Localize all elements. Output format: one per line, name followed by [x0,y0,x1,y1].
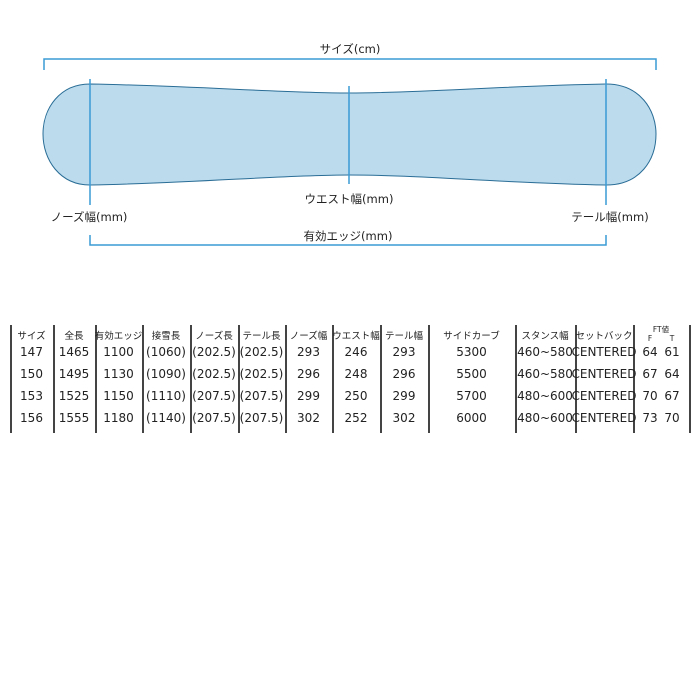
table-cell: (202.5) [192,345,236,359]
size-label: サイズ(cm) [319,42,381,56]
table-cell: (202.5) [192,367,236,381]
column-header: 全長 [64,331,84,342]
column-divider [95,325,97,433]
table-cell: CENTERED [571,389,637,403]
column-header: ウエスト幅 [332,331,380,342]
table-cell: 1495 [58,367,90,381]
table-cell: 5500 [456,367,487,381]
size-dimension-line [43,58,657,70]
column-divider [332,325,334,433]
column-header: スタンス幅 [521,331,569,342]
table-cell: 252 [344,411,368,425]
column-divider [380,325,382,433]
column-header: ノーズ長 [195,331,233,342]
column-divider [575,325,577,433]
table-cell: 64 [642,345,658,359]
table-cell: (1140) [146,411,186,425]
table-cell: (207.5) [192,411,236,425]
table-cell: (207.5) [192,389,236,403]
table-cell: 73 [642,411,658,425]
ft-f-header: F [647,334,653,343]
table-cell: (207.5) [239,411,284,425]
column-header: セットバック [575,331,633,342]
effective-edge-label: 有効エッジ(mm) [303,229,393,243]
table-cell: (202.5) [239,367,284,381]
table-cell: 1130 [103,367,134,381]
table-cell: (1090) [146,367,186,381]
column-header: サイズ [17,331,46,342]
column-header: 有効エッジ [94,331,143,342]
table-cell: (1060) [146,345,186,359]
column-divider [689,325,691,433]
table-cell: 480~600 [517,389,573,403]
table-cell: CENTERED [571,411,637,425]
column-divider [515,325,517,433]
table-cell: 1180 [103,411,134,425]
table-cell: 6000 [456,411,487,425]
tail-width-label: テール幅(mm) [571,210,649,224]
table-cell: 1150 [103,389,134,403]
table-cell: 67 [664,389,680,403]
nose-width-label: ノーズ幅(mm) [50,210,128,224]
column-divider [10,325,12,433]
table-cell: 150 [20,367,43,381]
table-cell: 64 [664,367,680,381]
effective-edge-dimension-line [89,235,607,246]
ft-t-header: T [669,334,675,343]
table-cell: (1110) [146,389,186,403]
table-cell: 299 [297,389,320,403]
table-cell: 1555 [58,411,90,425]
table-cell: 250 [344,389,368,403]
column-header: 接雪長 [151,331,181,342]
table-cell: 299 [392,389,416,403]
column-divider [428,325,430,433]
table-cell: 153 [20,389,43,403]
column-divider [633,325,635,433]
column-divider [142,325,144,433]
table-cell: 480~600 [517,411,573,425]
column-header: ノーズ幅 [289,331,328,342]
table-cell: 70 [664,411,680,425]
table-cell: (207.5) [239,389,284,403]
table-cell: 61 [664,345,680,359]
table-cell: 70 [642,389,658,403]
column-divider [285,325,287,433]
waist-width-label: ウエスト幅(mm) [304,192,394,206]
table-cell: 147 [20,345,43,359]
table-cell: 302 [297,411,320,425]
table-cell: 296 [392,367,416,381]
table-cell: 302 [392,411,416,425]
table-cell: 293 [392,345,416,359]
table-cell: 246 [344,345,368,359]
table-cell: 460~580 [517,345,573,359]
table-cell: 156 [20,411,43,425]
table-cell: CENTERED [571,367,637,381]
table-cell: 5700 [456,389,487,403]
table-cell: 296 [297,367,320,381]
column-divider [190,325,192,433]
table-cell: 293 [297,345,320,359]
table-cell: 248 [344,367,368,381]
ft-header: FT値 [652,325,670,334]
table-cell: 67 [642,367,658,381]
table-cell: CENTERED [571,345,637,359]
table-cell: 1465 [58,345,90,359]
column-header: サイドカーブ [443,331,500,342]
column-divider [238,325,240,433]
snowboard-diagram [42,58,657,246]
table-cell: 5300 [456,345,487,359]
table-cell: 460~580 [517,367,573,381]
column-divider [53,325,55,433]
table-cell: 1525 [58,389,90,403]
table-cell: 1100 [103,345,134,359]
column-header: テール長 [242,331,281,342]
column-header: テール幅 [384,331,424,342]
table-cell: (202.5) [239,345,284,359]
